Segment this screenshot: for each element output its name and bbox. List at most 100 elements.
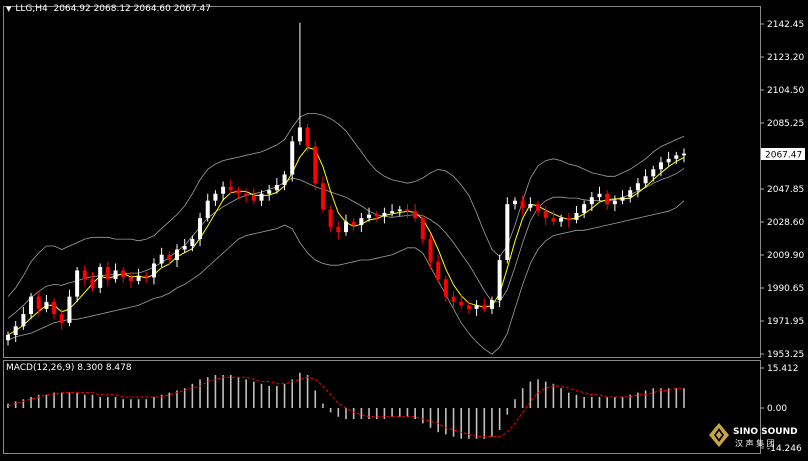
candle[interactable] — [344, 214, 348, 236]
candle[interactable] — [190, 235, 195, 252]
candle[interactable] — [297, 22, 302, 145]
candle[interactable] — [59, 308, 64, 330]
candle[interactable] — [612, 195, 617, 212]
candle-body — [374, 214, 379, 217]
candle[interactable] — [474, 300, 479, 316]
candle[interactable] — [436, 254, 441, 283]
candle[interactable] — [397, 205, 402, 217]
candle[interactable] — [113, 263, 118, 283]
candle[interactable] — [21, 307, 26, 330]
candle[interactable] — [221, 181, 226, 201]
candle[interactable] — [628, 186, 633, 203]
candle[interactable] — [589, 191, 594, 212]
candle[interactable] — [90, 272, 95, 292]
candlesticks[interactable] — [6, 22, 686, 346]
candle[interactable] — [635, 178, 640, 198]
candle[interactable] — [536, 200, 541, 217]
candle[interactable] — [374, 211, 379, 222]
candle[interactable] — [128, 272, 133, 288]
candle[interactable] — [428, 233, 433, 269]
candle[interactable] — [582, 200, 587, 219]
candle[interactable] — [167, 251, 172, 266]
candle[interactable] — [44, 294, 49, 313]
candle[interactable] — [489, 296, 494, 315]
candle[interactable] — [136, 268, 141, 285]
dropdown-triangle-icon[interactable]: ▼ — [6, 5, 12, 13]
candle[interactable] — [259, 190, 264, 206]
candle[interactable] — [405, 204, 410, 219]
candle[interactable] — [559, 214, 564, 227]
candle[interactable] — [105, 261, 110, 287]
candle[interactable] — [290, 136, 295, 182]
candle[interactable] — [328, 205, 333, 233]
candle[interactable] — [36, 291, 41, 316]
candle[interactable] — [236, 186, 241, 199]
candle[interactable] — [651, 165, 656, 182]
candle-body — [466, 305, 471, 309]
candle[interactable] — [505, 197, 510, 264]
candle[interactable] — [121, 266, 126, 283]
logo-brand-text: SINO SOUND — [733, 427, 798, 437]
candle[interactable] — [466, 301, 471, 315]
candle[interactable] — [359, 212, 364, 233]
candle[interactable] — [82, 265, 87, 287]
candle[interactable] — [666, 151, 671, 166]
candle[interactable] — [228, 179, 233, 194]
candle[interactable] — [420, 214, 425, 245]
candle[interactable] — [282, 171, 287, 191]
candle[interactable] — [513, 197, 517, 210]
candle[interactable] — [29, 293, 34, 320]
candle[interactable] — [98, 263, 103, 294]
candle[interactable] — [75, 266, 80, 302]
candle[interactable] — [413, 204, 418, 222]
candle[interactable] — [551, 211, 556, 226]
candle[interactable] — [52, 298, 57, 320]
candle[interactable] — [367, 207, 372, 222]
macd-panel-frame — [3, 360, 761, 454]
candle[interactable] — [67, 289, 72, 327]
candle[interactable] — [159, 247, 164, 267]
candle[interactable] — [482, 298, 487, 313]
candle[interactable] — [151, 258, 156, 285]
candle[interactable] — [497, 254, 502, 308]
candle[interactable] — [175, 244, 179, 267]
candle-body — [658, 162, 663, 170]
candle[interactable] — [528, 197, 533, 212]
candle-body — [336, 226, 341, 233]
candle[interactable] — [213, 190, 218, 206]
candle[interactable] — [251, 188, 256, 205]
candle[interactable] — [682, 148, 686, 163]
candle[interactable] — [198, 212, 203, 247]
candle[interactable] — [313, 141, 318, 191]
candle[interactable] — [459, 294, 464, 309]
candle[interactable] — [451, 291, 456, 309]
candle[interactable] — [566, 212, 571, 227]
candle[interactable] — [674, 151, 679, 165]
candle[interactable] — [390, 204, 395, 217]
candle[interactable] — [267, 184, 272, 201]
candle[interactable] — [658, 157, 663, 177]
candle[interactable] — [620, 190, 625, 205]
candle[interactable] — [543, 205, 548, 226]
candle[interactable] — [182, 239, 187, 254]
candle[interactable] — [244, 188, 249, 203]
candle[interactable] — [605, 190, 610, 210]
candle[interactable] — [205, 193, 210, 222]
candle[interactable] — [274, 178, 279, 194]
candle[interactable] — [520, 195, 525, 215]
candle[interactable] — [144, 272, 149, 283]
candle[interactable] — [336, 221, 341, 240]
candle[interactable] — [382, 207, 387, 224]
candle[interactable] — [574, 205, 579, 224]
candle[interactable] — [13, 321, 18, 342]
candle[interactable] — [597, 186, 602, 201]
candle[interactable] — [643, 169, 648, 187]
candle-body — [67, 296, 72, 323]
candle[interactable] — [6, 331, 10, 346]
candle[interactable] — [351, 218, 356, 231]
candle[interactable] — [305, 123, 310, 152]
candle[interactable] — [320, 176, 325, 213]
candle[interactable] — [443, 275, 448, 302]
